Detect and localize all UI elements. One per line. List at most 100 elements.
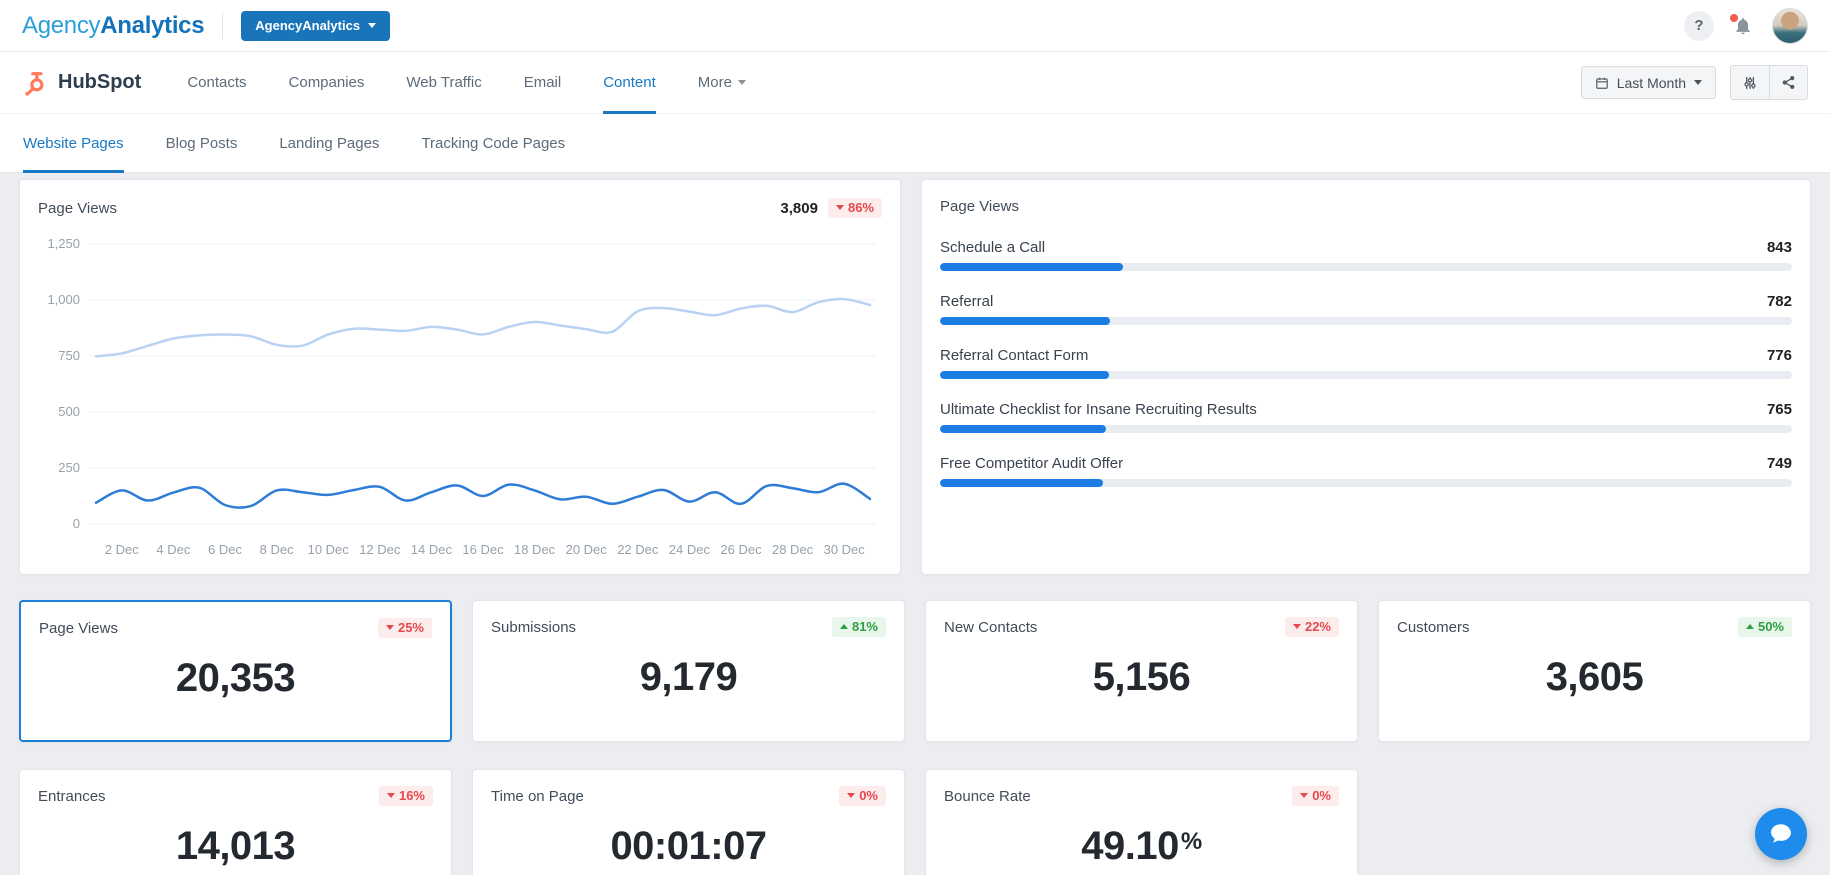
report-title: HubSpot	[58, 71, 142, 93]
topbar-actions: ?	[1684, 7, 1808, 44]
report-nav-web-traffic[interactable]: Web Traffic	[406, 52, 481, 114]
svg-text:1,000: 1,000	[47, 292, 80, 307]
page-label: Ultimate Checklist for Insane Recruiting…	[940, 401, 1257, 418]
report-nav-contacts[interactable]: Contacts	[187, 52, 246, 114]
subtab-blog-posts[interactable]: Blog Posts	[165, 135, 238, 152]
report-subtabs: Website Pages Blog Posts Landing Pages Trac…	[0, 114, 1830, 173]
page-views-line-chart: 0 250 500 750 1,000 1,250 2 Dec 4 Dec 6 Dec 8 Dec…	[20, 226, 900, 565]
stat-number: 00:01:07	[610, 824, 767, 868]
nav-label: More	[697, 74, 732, 91]
svg-text:22 Dec: 22 Dec	[617, 542, 659, 557]
progress-fill	[940, 479, 1103, 487]
progress-track	[940, 317, 1792, 325]
card-title: Page Views	[940, 198, 1019, 215]
trend-up-icon	[1745, 624, 1754, 629]
page-row-referral: Referral 782	[940, 293, 1792, 325]
divider	[222, 12, 224, 39]
hubspot-logo-icon	[25, 71, 44, 96]
user-avatar[interactable]	[1772, 7, 1808, 44]
progress-fill	[940, 263, 1124, 271]
stat-cards-row-2: Entrances 16% 14,013 Time on Page 0% 00:01:07…	[19, 769, 1811, 875]
svg-text:12 Dec: 12 Dec	[359, 542, 401, 557]
svg-text:250: 250	[58, 460, 80, 475]
progress-fill	[940, 317, 1111, 325]
app-logo[interactable]: AgencyAnalytics	[22, 12, 205, 40]
svg-text:750: 750	[58, 348, 80, 363]
page-label: Free Competitor Audit Offer	[940, 455, 1124, 472]
stat-delta-value: 0%	[1312, 788, 1331, 803]
chart-delta-badge: 86%	[827, 198, 882, 218]
subtab-website-pages[interactable]: Website Pages	[23, 114, 124, 173]
help-button[interactable]: ?	[1684, 10, 1714, 41]
stat-card-page-views[interactable]: Page Views 25% 20,353	[19, 600, 452, 742]
svg-text:20 Dec: 20 Dec	[566, 542, 608, 557]
page-views-value: 843	[1766, 239, 1792, 256]
stat-value: 20,353	[39, 656, 432, 700]
chat-launcher-button[interactable]	[1755, 808, 1807, 860]
stat-delta-badge: 81%	[831, 617, 886, 637]
report-nav-more[interactable]: More	[698, 52, 746, 114]
account-selector-button[interactable]: AgencyAnalytics	[241, 10, 391, 41]
page-label: Referral	[940, 293, 994, 310]
bell-icon	[1736, 17, 1750, 34]
chat-icon	[1771, 824, 1791, 843]
stat-delta-value: 50%	[1757, 619, 1784, 634]
sliders-icon	[1744, 76, 1756, 89]
notifications-button[interactable]	[1730, 13, 1756, 39]
trend-down-icon	[1300, 793, 1309, 798]
page-label: Schedule a Call	[940, 239, 1046, 256]
chevron-down-icon	[368, 23, 377, 28]
nav-label: Companies	[288, 74, 365, 91]
stat-delta-badge: 25%	[377, 618, 432, 638]
stat-value: 14,013	[38, 824, 433, 868]
page-views-value: 749	[1766, 455, 1792, 472]
trend-down-icon	[385, 625, 394, 630]
report-nav-content[interactable]: Content	[603, 52, 656, 114]
stat-label: Bounce Rate	[944, 787, 1031, 805]
card-title: Page Views	[38, 199, 117, 217]
stat-card-bounce-rate[interactable]: Bounce Rate 0% 49.10%	[925, 769, 1358, 875]
stat-card-submissions[interactable]: Submissions 81% 9,179	[472, 600, 905, 742]
share-button[interactable]	[1769, 66, 1807, 99]
stat-label: Time on Page	[491, 787, 584, 805]
stat-number: 49.10	[1081, 824, 1179, 868]
stat-delta-value: 25%	[397, 620, 424, 635]
chart-total-value: 3,809	[780, 199, 818, 217]
progress-track	[940, 263, 1792, 271]
progress-track	[940, 479, 1792, 487]
progress-track	[940, 371, 1792, 379]
report-nav-email[interactable]: Email	[524, 52, 562, 114]
notification-dot	[1730, 13, 1738, 22]
stat-cards-row-1: Page Views 25% 20,353 Submissions 81% 9,179 Ne…	[19, 600, 1811, 742]
svg-text:18 Dec: 18 Dec	[514, 542, 556, 557]
stat-card-time-on-page[interactable]: Time on Page 0% 00:01:07	[472, 769, 905, 875]
filter-button[interactable]	[1731, 66, 1769, 99]
svg-text:10 Dec: 10 Dec	[308, 542, 350, 557]
svg-text:6 Dec: 6 Dec	[208, 542, 242, 557]
svg-text:8 Dec: 8 Dec	[260, 542, 294, 557]
stat-number: 14,013	[175, 824, 296, 868]
stat-value: 5,156	[944, 655, 1339, 699]
top-pages-card: Page Views Schedule a Call 843 Referral 782…	[921, 179, 1811, 575]
subtab-tracking-code-pages[interactable]: Tracking Code Pages	[421, 135, 566, 152]
subtab-landing-pages[interactable]: Landing Pages	[279, 135, 380, 152]
toolbar-button-group	[1730, 65, 1808, 100]
stat-delta-badge: 0%	[839, 786, 886, 806]
progress-track	[940, 425, 1792, 433]
stat-card-customers[interactable]: Customers 50% 3,605	[1378, 600, 1811, 742]
stat-card-entrances[interactable]: Entrances 16% 14,013	[19, 769, 452, 875]
trend-down-icon	[847, 793, 856, 798]
date-range-label: Last Month	[1616, 74, 1686, 91]
stat-card-new-contacts[interactable]: New Contacts 22% 5,156	[925, 600, 1358, 742]
page-row-referral-contact-form: Referral Contact Form 776	[940, 347, 1792, 379]
svg-text:30 Dec: 30 Dec	[824, 542, 866, 557]
stat-delta-value: 81%	[851, 619, 878, 634]
date-range-button[interactable]: Last Month	[1580, 66, 1716, 99]
svg-text:28 Dec: 28 Dec	[772, 542, 814, 557]
stat-delta-value: 16%	[398, 788, 425, 803]
nav-label: Email	[523, 74, 562, 91]
page-row-ultimate-checklist-for-insane-recruiting-results: Ultimate Checklist for Insane Recruiting…	[940, 401, 1792, 433]
report-nav-companies[interactable]: Companies	[289, 52, 365, 114]
stat-value: 00:01:07	[491, 824, 886, 868]
charts-row: Page Views 3,809 86% 0 250 500 750 1,000 1,25…	[19, 179, 1811, 575]
